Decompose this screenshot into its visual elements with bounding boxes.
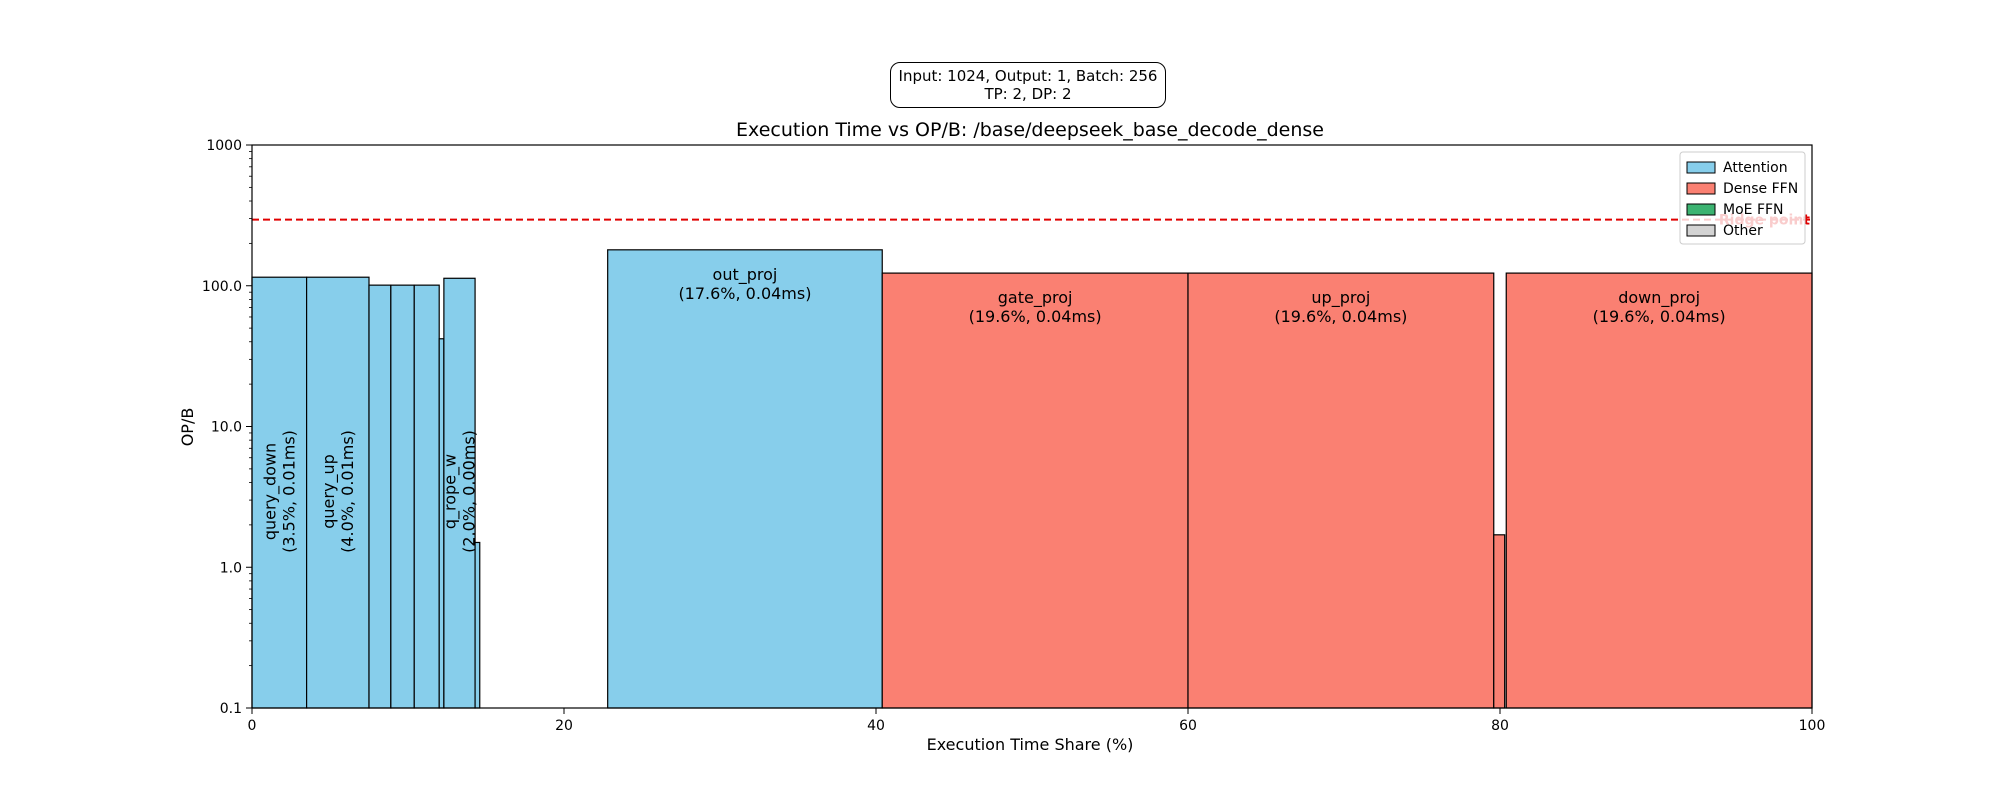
x-tick-label: 100: [1799, 718, 1826, 734]
y-axis-label: OP/B: [178, 408, 197, 447]
x-tick-label: 0: [248, 718, 257, 734]
bar-label-gate_proj: gate_proj (19.6%, 0.04ms): [969, 288, 1102, 326]
legend-label-other: Other: [1723, 223, 1763, 239]
legend-label-dense-ffn: Dense FFN: [1723, 181, 1798, 197]
bar-label-query_down: query_down(3.5%, 0.01ms): [260, 430, 298, 553]
bar-label-out_proj: out_proj (17.6%, 0.04ms): [678, 265, 811, 303]
bar-segment-11: [1493, 534, 1506, 709]
legend-label-attention: Attention: [1723, 160, 1788, 176]
x-tick-label: 80: [1491, 718, 1509, 734]
bar-segment-4: [413, 284, 440, 709]
bar-out_proj: [607, 249, 883, 709]
x-tick-label: 60: [1179, 718, 1197, 734]
legend: Attention Dense FFN MoE FFN Other: [1679, 151, 1806, 245]
bar-label-down_proj: down_proj (19.6%, 0.04ms): [1593, 288, 1726, 326]
legend-label-moe-ffn: MoE FFN: [1723, 202, 1784, 218]
x-tick-label: 40: [867, 718, 885, 734]
x-axis-label: Execution Time Share (%): [927, 735, 1134, 754]
chart-title: Execution Time vs OP/B: /base/deepseek_b…: [736, 119, 1324, 141]
bar-gate_proj: [881, 272, 1189, 709]
y-tick-label: 1000: [206, 138, 242, 154]
y-tick-label: 1.0: [220, 560, 242, 576]
y-tick-label: 10.0: [211, 420, 242, 436]
legend-swatch-moe-ffn: [1686, 203, 1716, 216]
bars-layer: query_down(3.5%, 0.01ms) query_up(4.0%, 0…: [251, 249, 1813, 709]
legend-swatch-other: [1686, 224, 1716, 237]
config-info-box: Input: 1024, Output: 1, Batch: 256 TP: 2…: [890, 62, 1166, 108]
config-line-1: Input: 1024, Output: 1, Batch: 256: [898, 67, 1158, 85]
bar-q_rope_w: [443, 277, 476, 709]
legend-box: [1679, 151, 1806, 245]
x-tick-label: 20: [555, 718, 573, 734]
x-axis: 0 20 40 60 80 100: [248, 708, 1826, 734]
bar-segment-7: [474, 541, 481, 709]
bar-segment-2: [368, 284, 392, 709]
y-axis: 0.1 1.0 10.0 100.0 1000: [202, 138, 252, 717]
bar-down_proj: [1505, 272, 1813, 709]
legend-swatch-attention: [1686, 161, 1716, 174]
y-tick-label: 0.1: [220, 701, 242, 717]
legend-swatch-dense-ffn: [1686, 182, 1716, 195]
y-tick-label: 100.0: [202, 279, 242, 295]
config-line-2: TP: 2, DP: 2: [984, 85, 1072, 103]
bar-label-up_proj: up_proj (19.6%, 0.04ms): [1274, 288, 1407, 326]
bar-label-q_rope_w: q_rope_w(2.0%, 0.00ms): [440, 430, 478, 553]
bar-up_proj: [1187, 272, 1495, 709]
bar-query_up: [306, 276, 370, 709]
bar-segment-3: [390, 284, 415, 709]
ridge-layer: Ridge point: [252, 213, 1812, 229]
bar-label-query_up: query_up(4.0%, 0.01ms): [319, 430, 357, 553]
